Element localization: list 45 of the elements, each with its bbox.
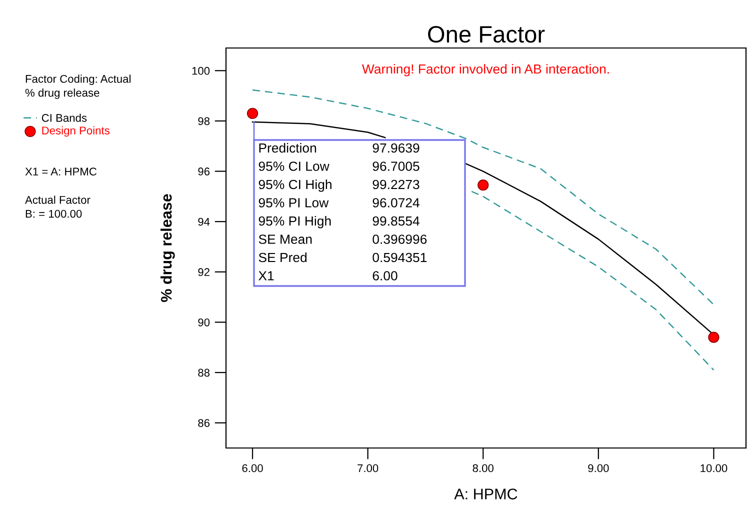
text: X1 = A: HPMC [25, 168, 97, 176]
annotation: Prediction [259, 142, 316, 153]
annotation: SE Mean [258, 234, 312, 244]
x-axis-title: A: HPMC [454, 488, 518, 500]
line-series [252, 89, 714, 306]
annotation: 95% PI High [258, 216, 331, 228]
annotation: 0.396996 [372, 234, 427, 244]
x-tick-label: 8.00 [472, 464, 494, 472]
annotation: 96.0724 [372, 198, 420, 208]
point [478, 180, 489, 191]
y-tick-label: 94 [198, 218, 210, 226]
legend-label: Design Points [42, 126, 110, 137]
point [246, 108, 258, 119]
annotation: 6.00 [372, 271, 398, 280]
x-tick-label: 10.00 [700, 464, 728, 472]
point [708, 332, 720, 343]
y-tick-label: 86 [198, 419, 210, 427]
annotation: 0.594351 [372, 252, 427, 262]
annotation: 96.7005 [372, 162, 420, 171]
annotation: 95% CI Low [258, 162, 330, 171]
x-tick-label: 7.00 [358, 464, 378, 472]
x-tick-label: 6.00 [242, 464, 263, 472]
y-axis-title: % drug release [160, 194, 175, 302]
text: % drug release [25, 88, 100, 99]
annotation: 99.2273 [372, 180, 420, 190]
text: B: = 100.00 [26, 210, 82, 218]
text: Factor Coding: Actual [26, 74, 130, 86]
y-tick-label: 98 [198, 117, 210, 126]
chart-title: One Factor [428, 26, 545, 43]
line-series [470, 190, 714, 371]
x-tick-label: 9.00 [588, 464, 609, 472]
annotation: X1 [258, 271, 274, 280]
y-tick-label: 96 [198, 168, 210, 176]
annotation: 95% PI Low [258, 198, 329, 208]
annotation: SE Pred [258, 252, 307, 262]
y-tick-label: 100 [192, 66, 210, 75]
annotation: Warning! Factor involved in AB interaction. [362, 64, 609, 76]
annotation: 99.8554 [372, 216, 420, 226]
y-tick-label: 90 [198, 318, 210, 326]
annotation: 97.9639 [372, 143, 420, 153]
annotation: 95% CI High [258, 179, 332, 192]
y-tick-label: 88 [198, 368, 210, 377]
y-tick-label: 92 [198, 268, 210, 276]
text: Actual Factor [25, 196, 90, 204]
legend-label: CI Bands [42, 114, 87, 122]
